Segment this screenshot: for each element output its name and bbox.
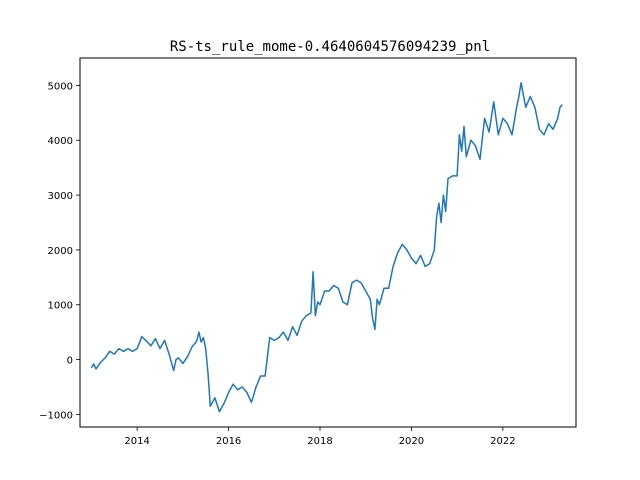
x-tick-label: 2018 [307, 436, 332, 447]
y-tick-label: 2000 [48, 246, 73, 257]
y-tick-label: 1000 [48, 301, 73, 312]
y-axis: −1000 0 1000 2000 3000 4000 5000 [39, 81, 80, 421]
x-tick-label: 2016 [216, 436, 241, 447]
y-tick-label: 5000 [48, 81, 73, 92]
axes-frame [79, 57, 577, 428]
x-tick-label: 2020 [399, 436, 424, 447]
chart-title: RS-ts_rule_mome-0.4640604576094239_pnl [170, 39, 490, 55]
y-tick-label: −1000 [39, 410, 73, 421]
y-tick-label: 3000 [48, 191, 73, 202]
x-axis: 2014 2016 2018 2020 2022 [124, 427, 516, 447]
x-tick-label: 2014 [124, 436, 149, 447]
series-line-0 [90, 81, 563, 413]
y-tick-label: 0 [67, 356, 73, 367]
series-layer [90, 81, 563, 413]
y-tick-label: 4000 [48, 136, 73, 147]
x-tick-label: 2022 [490, 436, 515, 447]
plot-area: 2014 2016 2018 2020 2022 −1000 0 1000 2000 3000 4… [39, 57, 577, 447]
